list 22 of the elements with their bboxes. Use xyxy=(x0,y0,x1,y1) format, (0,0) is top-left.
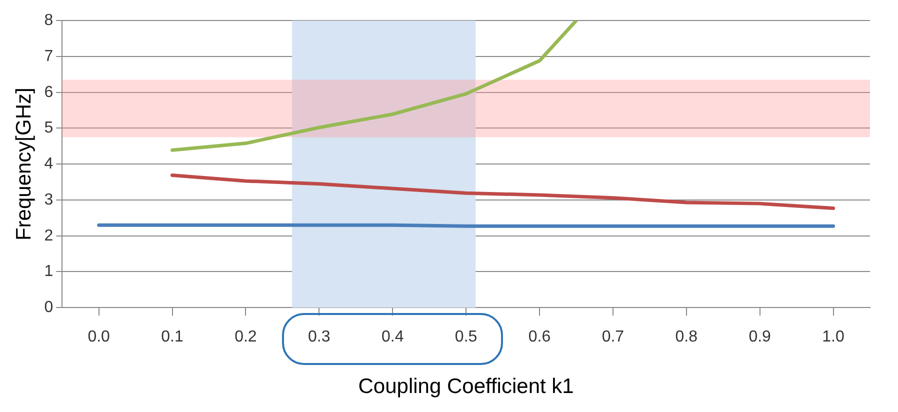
x-tick-label: 0.1 xyxy=(161,328,184,346)
x-tick-label: 0.2 xyxy=(234,328,257,346)
x-axis-title: Coupling Coefficient k1 xyxy=(358,375,574,398)
y-tick-label: 6 xyxy=(44,84,54,101)
y-tick-label: 8 xyxy=(44,12,54,30)
y-tick-label: 0 xyxy=(44,299,54,316)
y-tick-label: 5 xyxy=(44,120,54,137)
x-tick-label: 1.0 xyxy=(822,328,844,346)
x-tick-label: 0.0 xyxy=(88,328,110,346)
x-tick-label: 0.3 xyxy=(308,328,330,346)
x-tick-label: 0.5 xyxy=(454,328,478,346)
x-tick-label: 0.6 xyxy=(528,328,551,346)
x-tick-label: 0.4 xyxy=(381,328,404,346)
y-tick-label: 4 xyxy=(44,156,54,173)
x-tick-label: 0.7 xyxy=(602,328,624,346)
y-tick-label: 7 xyxy=(44,48,54,65)
x-tick-label: 0.9 xyxy=(748,328,772,346)
y-axis-title: Frequency[GHz] xyxy=(12,88,36,241)
x-tick-label: 0.8 xyxy=(675,328,698,346)
y-tick-label: 1 xyxy=(44,263,54,280)
y-tick-label: 3 xyxy=(44,191,54,208)
y-tick-label: 2 xyxy=(44,227,54,244)
